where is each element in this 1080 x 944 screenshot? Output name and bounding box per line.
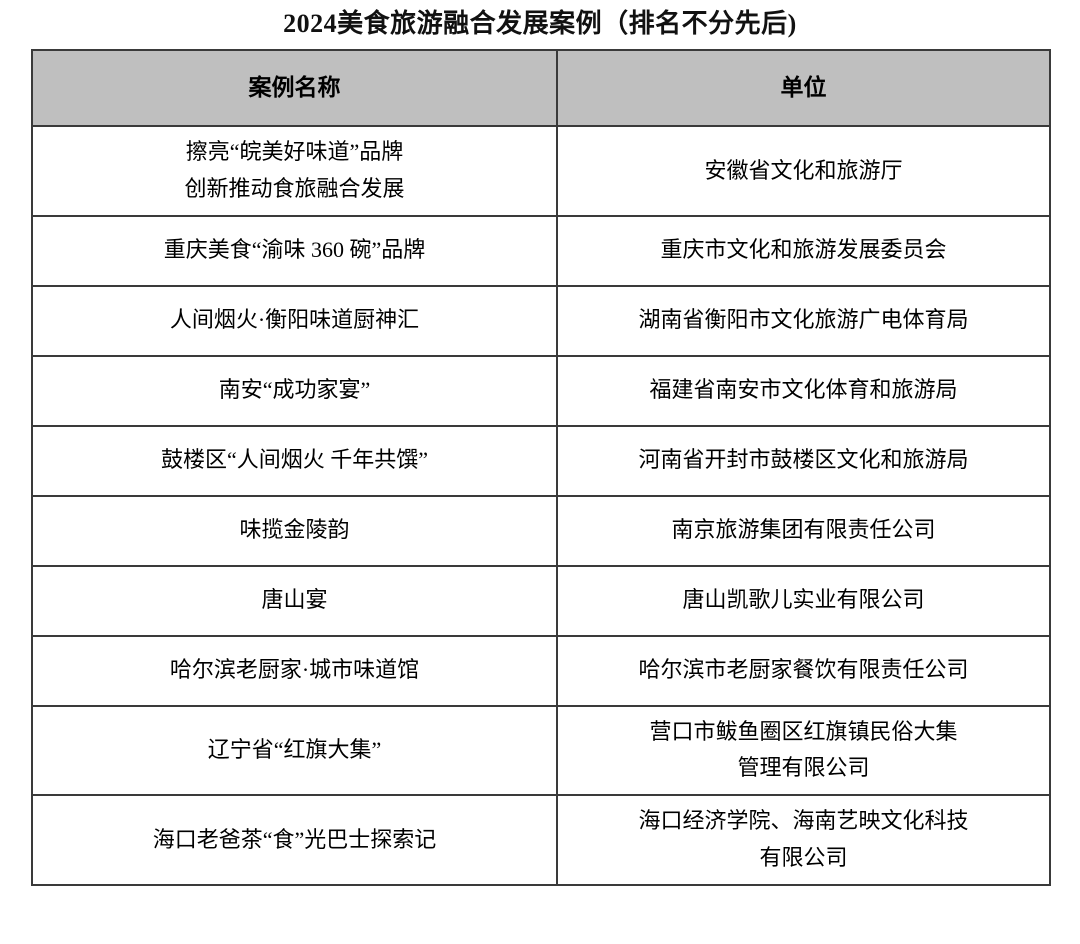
cell-case-name: 重庆美食“渝味 360 碗”品牌 — [31, 214, 558, 287]
case-name-line: 人间烟火·衡阳味道厨神汇 — [169, 307, 420, 333]
table-body: 擦亮“皖美好味道”品牌 创新推动食旅融合发展 安徽省文化和旅游厅 重庆美食“渝味… — [31, 125, 1051, 886]
table-row: 哈尔滨老厨家·城市味道馆 哈尔滨市老厨家餐饮有限责任公司 — [31, 634, 1051, 707]
cell-case-name: 鼓楼区“人间烟火 千年共馔” — [31, 424, 558, 497]
case-name-line: 创新推动食旅融合发展 — [184, 175, 405, 201]
table-row: 南安“成功家宴” 福建省南安市文化体育和旅游局 — [31, 354, 1051, 427]
cell-case-name: 擦亮“皖美好味道”品牌 创新推动食旅融合发展 — [31, 125, 558, 217]
cell-case-name: 哈尔滨老厨家·城市味道馆 — [31, 634, 558, 707]
unit-line: 湖南省衡阳市文化旅游广电体育局 — [638, 307, 969, 333]
case-name-line: 味揽金陵韵 — [239, 517, 350, 543]
table-row: 鼓楼区“人间烟火 千年共馔” 河南省开封市鼓楼区文化和旅游局 — [31, 424, 1051, 497]
table-container: 案例名称 单位 擦亮“皖美好味道”品牌 创新推动食旅融合发展 安徽省文化和旅游厅 — [31, 49, 1051, 886]
unit-line: 重庆市文化和旅游发展委员会 — [660, 237, 947, 263]
unit-line: 管理有限公司 — [737, 755, 870, 781]
table-row: 擦亮“皖美好味道”品牌 创新推动食旅融合发展 安徽省文化和旅游厅 — [31, 125, 1051, 217]
column-header-case-name: 案例名称 — [31, 49, 558, 128]
case-name-line: 重庆美食“渝味 360 碗”品牌 — [163, 237, 426, 263]
cell-case-name: 海口老爸茶“食”光巴士探索记 — [31, 794, 558, 886]
cell-case-name: 唐山宴 — [31, 564, 558, 637]
cell-unit: 哈尔滨市老厨家餐饮有限责任公司 — [556, 634, 1051, 707]
unit-line: 南京旅游集团有限责任公司 — [671, 517, 936, 543]
cell-unit: 湖南省衡阳市文化旅游广电体育局 — [556, 284, 1051, 357]
cell-unit: 重庆市文化和旅游发展委员会 — [556, 214, 1051, 287]
cell-unit: 河南省开封市鼓楼区文化和旅游局 — [556, 424, 1051, 497]
cell-unit: 营口市鲅鱼圈区红旗镇民俗大集 管理有限公司 — [556, 704, 1051, 797]
cell-case-name: 味揽金陵韵 — [31, 494, 558, 567]
cell-case-name: 辽宁省“红旗大集” — [31, 704, 558, 797]
cell-case-name: 南安“成功家宴” — [31, 354, 558, 427]
page-title: 2024美食旅游融合发展案例（排名不分先后) — [283, 9, 797, 38]
cell-unit: 海口经济学院、海南艺映文化科技 有限公司 — [556, 794, 1051, 886]
case-name-line: 辽宁省“红旗大集” — [207, 737, 382, 763]
case-name-line: 鼓楼区“人间烟火 千年共馔” — [160, 447, 429, 473]
unit-line: 唐山凯歌儿实业有限公司 — [682, 587, 925, 613]
case-name-line: 哈尔滨老厨家·城市味道馆 — [169, 657, 420, 683]
cell-unit: 南京旅游集团有限责任公司 — [556, 494, 1051, 567]
cell-unit: 唐山凯歌儿实业有限公司 — [556, 564, 1051, 637]
table-row: 人间烟火·衡阳味道厨神汇 湖南省衡阳市文化旅游广电体育局 — [31, 284, 1051, 357]
table-row: 味揽金陵韵 南京旅游集团有限责任公司 — [31, 494, 1051, 567]
case-name-line: 擦亮“皖美好味道”品牌 — [185, 139, 404, 165]
case-name-line: 海口老爸茶“食”光巴士探索记 — [152, 826, 437, 852]
table-row: 重庆美食“渝味 360 碗”品牌 重庆市文化和旅游发展委员会 — [31, 214, 1051, 287]
unit-line: 有限公司 — [759, 844, 848, 870]
case-name-line: 唐山宴 — [261, 587, 328, 613]
table-row: 海口老爸茶“食”光巴士探索记 海口经济学院、海南艺映文化科技 有限公司 — [31, 794, 1051, 886]
unit-line: 海口经济学院、海南艺映文化科技 — [638, 808, 969, 834]
table-row: 唐山宴 唐山凯歌儿实业有限公司 — [31, 564, 1051, 637]
unit-line: 营口市鲅鱼圈区红旗镇民俗大集 — [649, 718, 958, 744]
cell-unit: 安徽省文化和旅游厅 — [556, 125, 1051, 217]
cell-case-name: 人间烟火·衡阳味道厨神汇 — [31, 284, 558, 357]
cell-unit: 福建省南安市文化体育和旅游局 — [556, 354, 1051, 427]
unit-line: 河南省开封市鼓楼区文化和旅游局 — [638, 447, 969, 473]
unit-line: 福建省南安市文化体育和旅游局 — [649, 377, 958, 403]
table-row: 辽宁省“红旗大集” 营口市鲅鱼圈区红旗镇民俗大集 管理有限公司 — [31, 704, 1051, 797]
header-row: 案例名称 单位 — [31, 49, 1051, 128]
case-list-table: 案例名称 单位 擦亮“皖美好味道”品牌 创新推动食旅融合发展 安徽省文化和旅游厅 — [31, 49, 1051, 886]
column-header-unit: 单位 — [556, 49, 1051, 128]
case-name-line: 南安“成功家宴” — [218, 377, 371, 403]
unit-line: 哈尔滨市老厨家餐饮有限责任公司 — [638, 657, 969, 683]
table-header: 案例名称 单位 — [31, 49, 1051, 128]
unit-line: 安徽省文化和旅游厅 — [704, 157, 903, 183]
